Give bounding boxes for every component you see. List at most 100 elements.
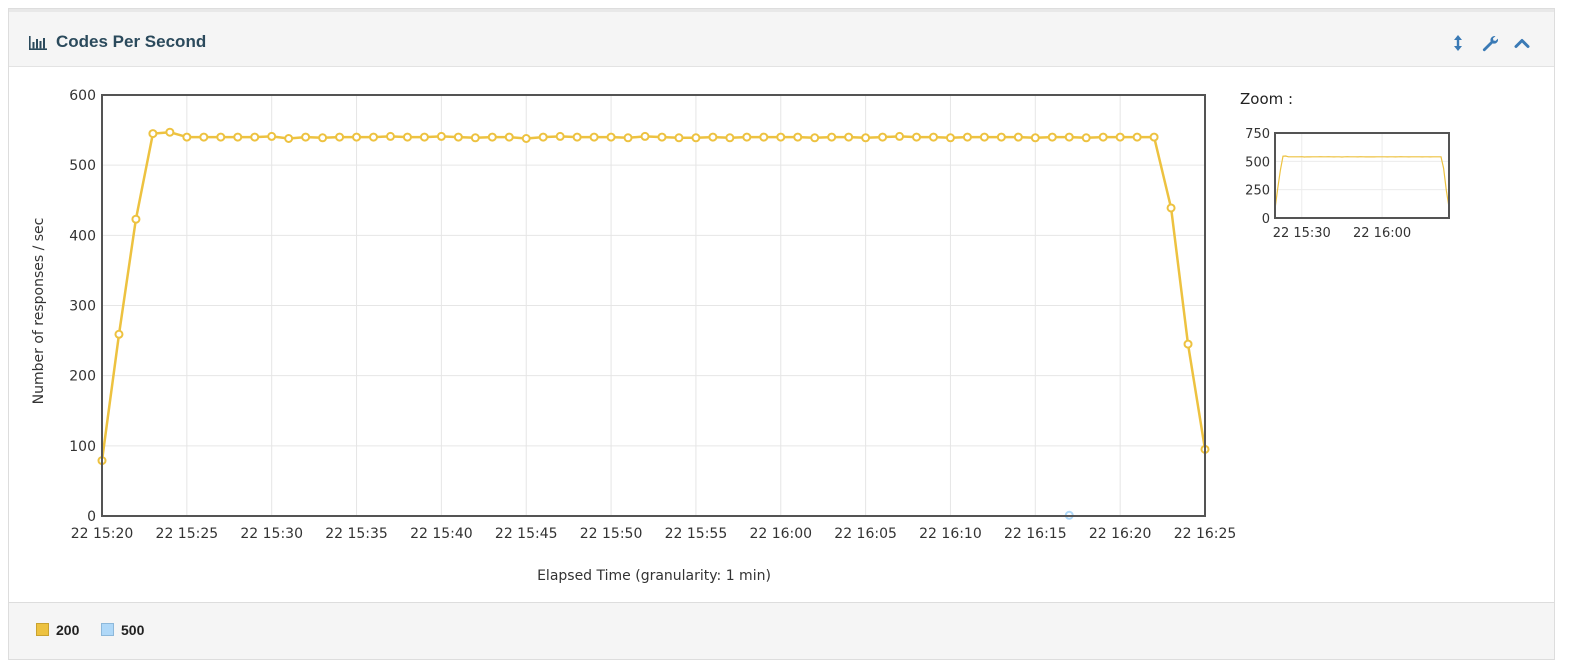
series-200-point bbox=[114, 329, 124, 339]
series-200-point bbox=[572, 132, 582, 142]
series-200-point bbox=[233, 132, 243, 142]
series-200-point bbox=[895, 131, 905, 141]
series-200-point bbox=[996, 132, 1006, 142]
series-200-point bbox=[385, 131, 395, 141]
series-200-point bbox=[793, 132, 803, 142]
series-200-point bbox=[250, 132, 260, 142]
series-200-point bbox=[912, 132, 922, 142]
series-200-point bbox=[521, 134, 531, 144]
series-200-point bbox=[1115, 132, 1125, 142]
series-200-point bbox=[928, 132, 938, 142]
series-200-point bbox=[623, 133, 633, 143]
y-axis-ticks: 0 100 200 300 400 500 600 bbox=[69, 88, 96, 525]
series-200-point bbox=[945, 133, 955, 143]
series-200-point bbox=[284, 134, 294, 144]
panel-top-border bbox=[9, 9, 1554, 12]
series-200-point bbox=[148, 129, 158, 139]
series-200-point bbox=[810, 133, 820, 143]
series-200-point bbox=[1030, 133, 1040, 143]
x-tick-label: 22 15:30 bbox=[240, 526, 303, 542]
zoom-label: Zoom : bbox=[1240, 90, 1293, 108]
x-tick-label: 22 16:00 bbox=[749, 526, 812, 542]
series-200-point bbox=[301, 132, 311, 142]
chevron-up-icon bbox=[1514, 39, 1530, 48]
zoom-y-tick-label: 250 bbox=[1245, 184, 1270, 199]
zoom-plot-frame bbox=[1274, 132, 1450, 219]
series-200-point bbox=[199, 132, 209, 142]
series-200-point bbox=[538, 132, 548, 142]
series-200-point bbox=[470, 133, 480, 143]
series-200-point bbox=[131, 214, 141, 224]
collapse-button[interactable] bbox=[1512, 33, 1532, 53]
series-200-point bbox=[1149, 132, 1159, 142]
series-200-point bbox=[402, 132, 412, 142]
vertical-arrows-icon bbox=[1454, 35, 1462, 51]
plot-frame bbox=[101, 94, 1206, 517]
panel-heading: Codes Per Second bbox=[9, 12, 1554, 67]
series-layer bbox=[97, 127, 1210, 520]
series-200-point bbox=[182, 132, 192, 142]
series-200-point bbox=[657, 132, 667, 142]
y-tick-label: 0 bbox=[87, 509, 96, 525]
series-200-point bbox=[962, 132, 972, 142]
y-tick-label: 600 bbox=[69, 88, 96, 104]
series-200-point bbox=[606, 132, 616, 142]
series-200-point bbox=[487, 132, 497, 142]
zoom-x-tick-label: 22 15:30 bbox=[1273, 226, 1331, 241]
x-tick-label: 22 16:25 bbox=[1174, 526, 1237, 542]
chart-body: 0 100 200 300 400 500 600 22 15:20 22 15:25 22 1… bbox=[9, 67, 1554, 603]
series-200-point bbox=[878, 132, 888, 142]
legend-swatch-200 bbox=[36, 623, 49, 636]
series-200-point bbox=[267, 131, 277, 141]
series-200-point bbox=[589, 132, 599, 142]
series-200-point bbox=[725, 133, 735, 143]
zoom-series-200-line bbox=[1274, 155, 1450, 210]
series-200-point bbox=[674, 133, 684, 143]
series-200-point bbox=[335, 132, 345, 142]
settings-button[interactable] bbox=[1480, 33, 1500, 53]
series-200-point bbox=[419, 132, 429, 142]
series-200-point bbox=[979, 132, 989, 142]
series-200-point bbox=[640, 131, 650, 141]
series-200-point bbox=[708, 132, 718, 142]
zoom-overview-chart[interactable]: 750 500 250 022 15:30 22 16:00 bbox=[1245, 127, 1450, 241]
series-200-point bbox=[436, 131, 446, 141]
series-200-point bbox=[453, 132, 463, 142]
legend-label-500: 500 bbox=[121, 622, 145, 638]
expand-button[interactable] bbox=[1448, 33, 1468, 53]
series-200-point bbox=[1183, 339, 1193, 349]
chart-grid bbox=[101, 94, 1206, 517]
zoom-y-tick-label: 0 bbox=[1262, 212, 1270, 227]
y-axis-label: Number of responses / sec bbox=[31, 218, 47, 405]
series-200-point bbox=[1166, 203, 1176, 213]
series-200-point bbox=[352, 132, 362, 142]
codes-per-second-panel: Codes Per Second 0 100 200 300 400 500 600 22 … bbox=[8, 8, 1555, 660]
series-200-point bbox=[318, 133, 328, 143]
x-axis-label: Elapsed Time (granularity: 1 min) bbox=[537, 568, 771, 584]
x-tick-label: 22 16:20 bbox=[1089, 526, 1152, 542]
series-200-point bbox=[742, 132, 752, 142]
x-tick-label: 22 15:20 bbox=[71, 526, 134, 542]
series-200-point bbox=[844, 132, 854, 142]
x-tick-label: 22 16:10 bbox=[919, 526, 982, 542]
y-tick-label: 200 bbox=[69, 369, 96, 385]
legend-swatch-500 bbox=[101, 623, 114, 636]
series-200-point bbox=[555, 131, 565, 141]
legend-label-200: 200 bbox=[56, 622, 80, 638]
series-200-point bbox=[165, 127, 175, 137]
zoom-y-tick-label: 500 bbox=[1245, 155, 1270, 170]
x-axis-ticks: 22 15:20 22 15:25 22 15:30 22 15:35 22 15:40… bbox=[71, 526, 1237, 542]
y-tick-label: 400 bbox=[69, 228, 96, 244]
x-tick-label: 22 15:55 bbox=[665, 526, 728, 542]
series-200-point bbox=[1098, 132, 1108, 142]
y-tick-label: 300 bbox=[69, 299, 96, 315]
series-200-point bbox=[1081, 133, 1091, 143]
legend-bar: 200 500 bbox=[9, 602, 1554, 659]
wrench-icon bbox=[1482, 36, 1499, 52]
x-tick-label: 22 16:05 bbox=[834, 526, 897, 542]
x-tick-label: 22 15:40 bbox=[410, 526, 473, 542]
series-200-point bbox=[1064, 132, 1074, 142]
zoom-x-tick-label: 22 16:00 bbox=[1353, 226, 1411, 241]
y-tick-label: 500 bbox=[69, 158, 96, 174]
